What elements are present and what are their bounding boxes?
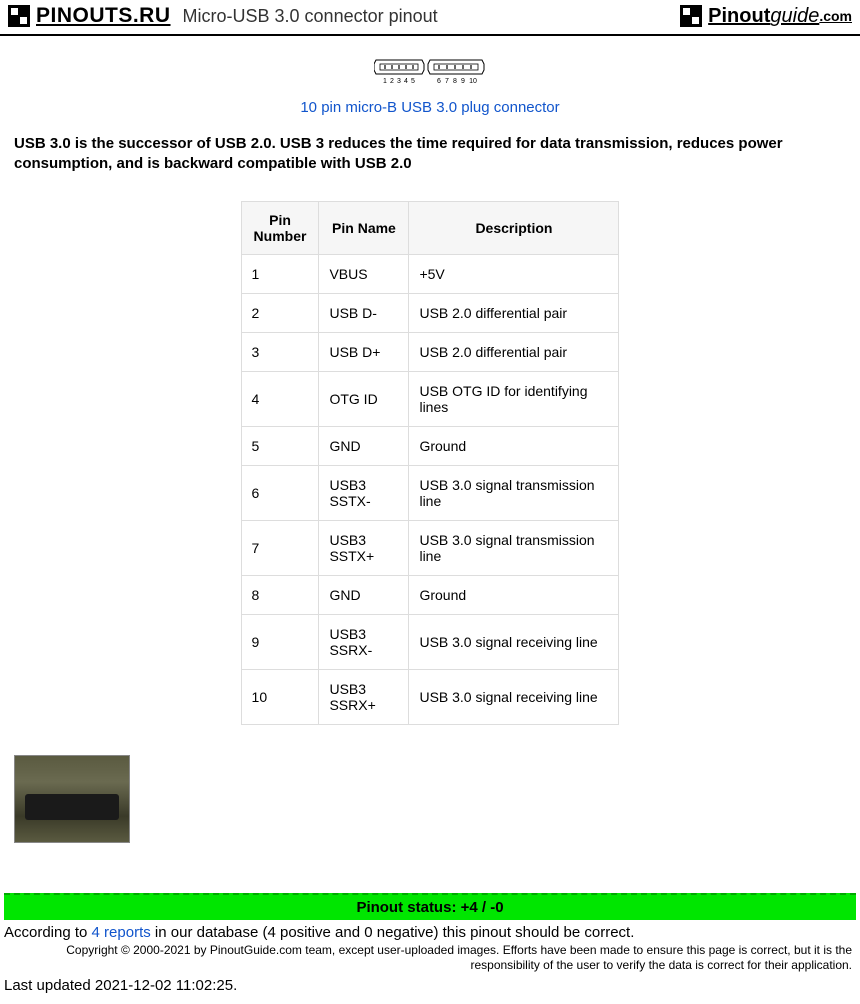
table-cell: 8: [241, 576, 319, 615]
svg-text:1: 1: [383, 78, 387, 85]
svg-text:10: 10: [469, 78, 477, 85]
table-cell: Ground: [409, 427, 619, 466]
table-cell: USB3 SSRX-: [319, 615, 409, 670]
col-pin-number: Pin Number: [241, 202, 319, 255]
svg-text:5: 5: [411, 78, 415, 85]
intro-text: USB 3.0 is the successor of USB 2.0. USB…: [14, 134, 846, 173]
logo-pinouts-ru[interactable]: PINOUTS.RU: [8, 4, 171, 28]
table-row: 10USB3 SSRX+USB 3.0 signal receiving lin…: [241, 670, 619, 725]
svg-text:7: 7: [445, 78, 449, 85]
pinout-status-bar: Pinout status: +4 / -0: [4, 893, 856, 920]
col-pin-name: Pin Name: [319, 202, 409, 255]
table-cell: 3: [241, 333, 319, 372]
table-cell: USB D+: [319, 333, 409, 372]
svg-text:4: 4: [404, 78, 408, 85]
table-row: 6USB3 SSTX-USB 3.0 signal transmission l…: [241, 466, 619, 521]
table-cell: Ground: [409, 576, 619, 615]
table-row: 8GNDGround: [241, 576, 619, 615]
svg-text:3: 3: [397, 78, 401, 85]
table-cell: GND: [319, 576, 409, 615]
table-row: 3USB D+USB 2.0 differential pair: [241, 333, 619, 372]
table-row: 1VBUS+5V: [241, 255, 619, 294]
logo-icon: [8, 5, 30, 27]
table-cell: USB3 SSTX+: [319, 521, 409, 576]
reports-line: According to 4 reports in our database (…: [4, 924, 856, 941]
reports-prefix: According to: [4, 924, 92, 941]
pinout-table: Pin Number Pin Name Description 1VBUS+5V…: [241, 201, 620, 725]
table-cell: USB 3.0 signal transmission line: [409, 466, 619, 521]
table-cell: 1: [241, 255, 319, 294]
table-cell: USB 3.0 signal transmission line: [409, 521, 619, 576]
last-updated: Last updated 2021-12-02 11:02:25.: [4, 977, 856, 994]
table-cell: 5: [241, 427, 319, 466]
table-cell: USB3 SSTX-: [319, 466, 409, 521]
svg-text:2: 2: [390, 78, 394, 85]
table-cell: USB 2.0 differential pair: [409, 294, 619, 333]
table-row: 5GNDGround: [241, 427, 619, 466]
table-row: 9USB3 SSRX-USB 3.0 signal receiving line: [241, 615, 619, 670]
connector-svg: 1 2 3 4 5 6 7 8 9 10: [374, 56, 486, 88]
connector-link[interactable]: 10 pin micro-B USB 3.0 plug connector: [14, 99, 846, 116]
connector-diagram: 1 2 3 4 5 6 7 8 9 10: [14, 56, 846, 93]
content: 1 2 3 4 5 6 7 8 9 10 10 pin micro-B USB …: [0, 36, 860, 893]
col-description: Description: [409, 202, 619, 255]
table-cell: 10: [241, 670, 319, 725]
header: PINOUTS.RU Micro-USB 3.0 connector pinou…: [0, 0, 860, 36]
reports-link[interactable]: 4 reports: [92, 924, 151, 941]
table-header-row: Pin Number Pin Name Description: [241, 202, 619, 255]
svg-text:9: 9: [461, 78, 465, 85]
copyright: Copyright © 2000-2021 by PinoutGuide.com…: [60, 943, 852, 973]
table-cell: 7: [241, 521, 319, 576]
table-cell: USB 3.0 signal receiving line: [409, 615, 619, 670]
table-cell: USB3 SSRX+: [319, 670, 409, 725]
table-cell: USB OTG ID for identifying lines: [409, 372, 619, 427]
table-cell: OTG ID: [319, 372, 409, 427]
table-cell: VBUS: [319, 255, 409, 294]
logo-right-pin: Pinout: [708, 5, 770, 28]
table-row: 4OTG IDUSB OTG ID for identifying lines: [241, 372, 619, 427]
table-cell: 2: [241, 294, 319, 333]
table-cell: USB D-: [319, 294, 409, 333]
table-cell: USB 2.0 differential pair: [409, 333, 619, 372]
table-cell: GND: [319, 427, 409, 466]
connector-photo: [14, 755, 130, 843]
table-cell: 9: [241, 615, 319, 670]
table-cell: USB 3.0 signal receiving line: [409, 670, 619, 725]
logo-pinoutguide[interactable]: Pinoutguide.com: [680, 5, 852, 28]
svg-text:6: 6: [437, 78, 441, 85]
header-left: PINOUTS.RU Micro-USB 3.0 connector pinou…: [8, 4, 438, 28]
logo-right-guide: guide: [770, 5, 819, 28]
page-title: Micro-USB 3.0 connector pinout: [183, 6, 438, 27]
table-cell: +5V: [409, 255, 619, 294]
logo-left-text: PINOUTS.RU: [36, 4, 171, 28]
logo-icon: [680, 5, 702, 27]
logo-right-com: .com: [819, 8, 852, 24]
reports-suffix: in our database (4 positive and 0 negati…: [151, 924, 635, 941]
table-cell: 6: [241, 466, 319, 521]
table-cell: 4: [241, 372, 319, 427]
svg-text:8: 8: [453, 78, 457, 85]
table-row: 2USB D-USB 2.0 differential pair: [241, 294, 619, 333]
table-row: 7USB3 SSTX+USB 3.0 signal transmission l…: [241, 521, 619, 576]
